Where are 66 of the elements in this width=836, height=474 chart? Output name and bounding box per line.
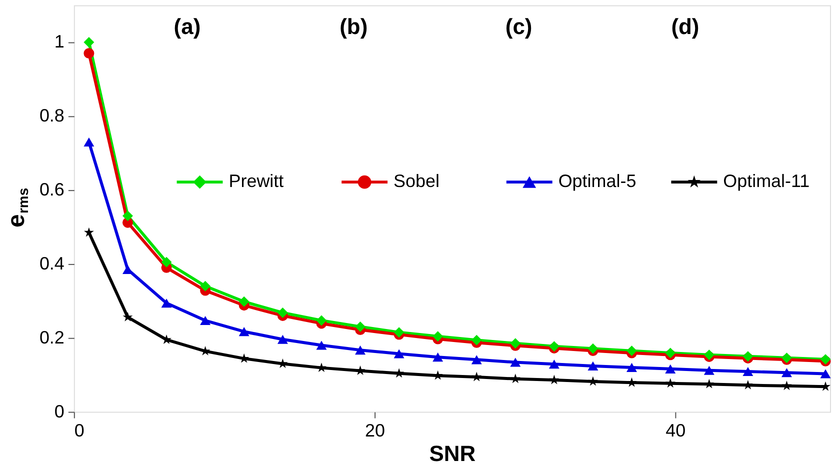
y-tick-label: 0.2: [39, 327, 64, 348]
x-tick-label: 0: [74, 420, 84, 440]
point: [820, 381, 830, 391]
legend-label: Prewitt: [228, 171, 284, 192]
point: [122, 210, 133, 222]
y-axis-title: erms: [2, 188, 31, 228]
point: [472, 372, 482, 382]
point: [316, 315, 327, 326]
point: [122, 312, 133, 322]
point: [781, 368, 792, 378]
point: [84, 227, 94, 237]
point: [742, 366, 754, 376]
y-tick-label: 0: [54, 401, 64, 422]
point: [742, 380, 753, 390]
point: [122, 264, 133, 274]
point: [782, 380, 792, 390]
annotation: (d): [671, 14, 700, 40]
point: [200, 316, 211, 326]
point: [588, 376, 598, 386]
point: [84, 48, 94, 59]
point: [161, 298, 172, 308]
point: [626, 362, 637, 372]
point: [355, 346, 366, 355]
point: [316, 362, 326, 372]
point: [84, 137, 94, 147]
point: [471, 334, 482, 346]
point: [548, 360, 560, 369]
point: [665, 378, 676, 388]
point: [200, 280, 211, 292]
point: [355, 322, 366, 332]
x-tick-label: 40: [666, 420, 686, 440]
point: [549, 374, 560, 384]
point: [665, 364, 676, 374]
point: [588, 343, 598, 354]
point: [704, 378, 714, 388]
legend-label: Optimal-5: [558, 171, 636, 192]
point: [238, 296, 250, 307]
point: [588, 361, 598, 370]
point: [394, 368, 404, 378]
point: [162, 334, 172, 344]
point: [510, 358, 521, 367]
legend-label: Sobel: [394, 171, 440, 192]
point: [277, 334, 288, 344]
point: [626, 377, 637, 387]
point: [161, 256, 172, 268]
legend-label: Optimal-11: [723, 171, 810, 192]
point: [471, 355, 482, 364]
point: [510, 374, 520, 384]
y-tick-label: 0.8: [39, 106, 64, 126]
point: [432, 331, 444, 342]
y-tick-label: 0.6: [39, 180, 64, 200]
point: [432, 352, 444, 362]
point: [820, 369, 831, 378]
point: [704, 366, 714, 375]
y-tick-label: 0.4: [39, 253, 64, 274]
x-axis-title: SNR: [429, 441, 476, 466]
point: [316, 340, 327, 350]
point: [238, 327, 250, 336]
annotation: (a): [174, 14, 201, 40]
point: [84, 36, 94, 48]
annotation: (c): [505, 14, 532, 40]
annotation: (b): [340, 14, 368, 40]
point: [277, 308, 288, 318]
y-tick-label: 1: [54, 32, 64, 52]
point: [394, 349, 404, 358]
x-tick-label: 20: [365, 420, 386, 440]
